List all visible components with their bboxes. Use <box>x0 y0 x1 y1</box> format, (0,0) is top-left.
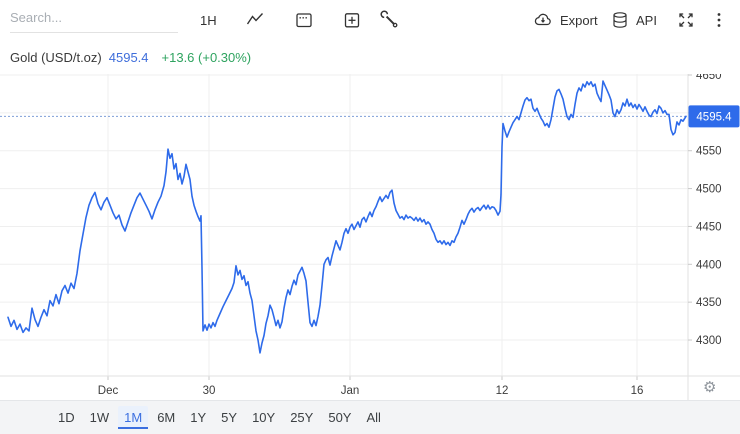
x-tick-label: 30 <box>203 385 216 397</box>
kebab-menu-icon <box>717 13 721 27</box>
settings-gear-icon[interactable]: ⚙ <box>703 379 717 396</box>
x-tick-label: 16 <box>631 385 644 397</box>
instrument-header: Gold (USD/t.oz) 4595.4 +13.6 (+0.30%) <box>0 40 740 74</box>
price-change: +13.6 (+0.30%) <box>161 49 252 65</box>
price-chart[interactable]: 4650 4550 4500 4450 4400 4350 4300 Dec 30 Jan 12 16… <box>0 74 740 400</box>
chart-type-button[interactable] <box>243 7 267 33</box>
y-tick-label: 4400 <box>696 259 722 271</box>
interval-label: 1H <box>200 12 217 28</box>
compare-add-icon <box>344 13 360 28</box>
range-button-5y[interactable]: 5Y <box>215 406 243 429</box>
calendar-button[interactable] <box>292 7 316 33</box>
range-button-all[interactable]: All <box>360 406 386 429</box>
price-series-line <box>7 80 687 354</box>
interval-button[interactable]: 1H <box>198 7 219 33</box>
compare-add-button[interactable] <box>340 7 364 33</box>
last-price: 4595.4 <box>108 49 149 65</box>
y-tick-label: 4350 <box>696 297 722 309</box>
menu-button[interactable] <box>710 7 728 33</box>
range-button-6m[interactable]: 6M <box>151 406 181 429</box>
range-button-1d[interactable]: 1D <box>52 406 81 429</box>
range-button-1w[interactable]: 1W <box>84 406 116 429</box>
cloud-download-icon <box>534 13 551 26</box>
range-button-10y[interactable]: 10Y <box>246 406 281 429</box>
toolbar: 1H <box>0 0 740 40</box>
x-tick-label: Jan <box>341 385 360 397</box>
database-icon <box>613 12 627 28</box>
y-tick-label: 4500 <box>696 184 722 196</box>
search-input[interactable] <box>10 8 178 33</box>
y-tick-label: 4650 <box>696 74 722 82</box>
chart-line-icon <box>246 13 264 25</box>
api-button[interactable]: API <box>608 7 659 33</box>
range-button-25y[interactable]: 25Y <box>284 406 319 429</box>
x-tick-label: Dec <box>98 385 119 397</box>
tools-button[interactable] <box>378 7 402 33</box>
y-tick-label: 4550 <box>696 146 722 158</box>
calendar-icon <box>296 13 312 28</box>
tools-wrench-icon <box>380 10 398 28</box>
x-tick-label: 12 <box>496 385 509 397</box>
api-label: API <box>636 12 657 28</box>
range-button-50y[interactable]: 50Y <box>322 406 357 429</box>
export-label: Export <box>560 12 598 28</box>
range-button-1y[interactable]: 1Y <box>184 406 212 429</box>
instrument-name: Gold (USD/t.oz) <box>10 49 102 65</box>
current-price-badge <box>688 105 740 128</box>
fullscreen-expand-icon <box>679 13 693 27</box>
y-tick-label: 4300 <box>696 335 722 347</box>
range-button-1m[interactable]: 1M <box>118 406 149 429</box>
fullscreen-button[interactable] <box>674 7 698 33</box>
export-button[interactable]: Export <box>530 7 600 33</box>
range-bar: 1D 1W 1M 6M 1Y 5Y 10Y 25Y 50Y All <box>0 400 740 434</box>
current-price-badge-label: 4595.4 <box>696 111 732 123</box>
y-tick-label: 4450 <box>696 221 722 233</box>
chart-area: 4650 4550 4500 4450 4400 4350 4300 Dec 30 Jan 12 16… <box>0 74 740 400</box>
